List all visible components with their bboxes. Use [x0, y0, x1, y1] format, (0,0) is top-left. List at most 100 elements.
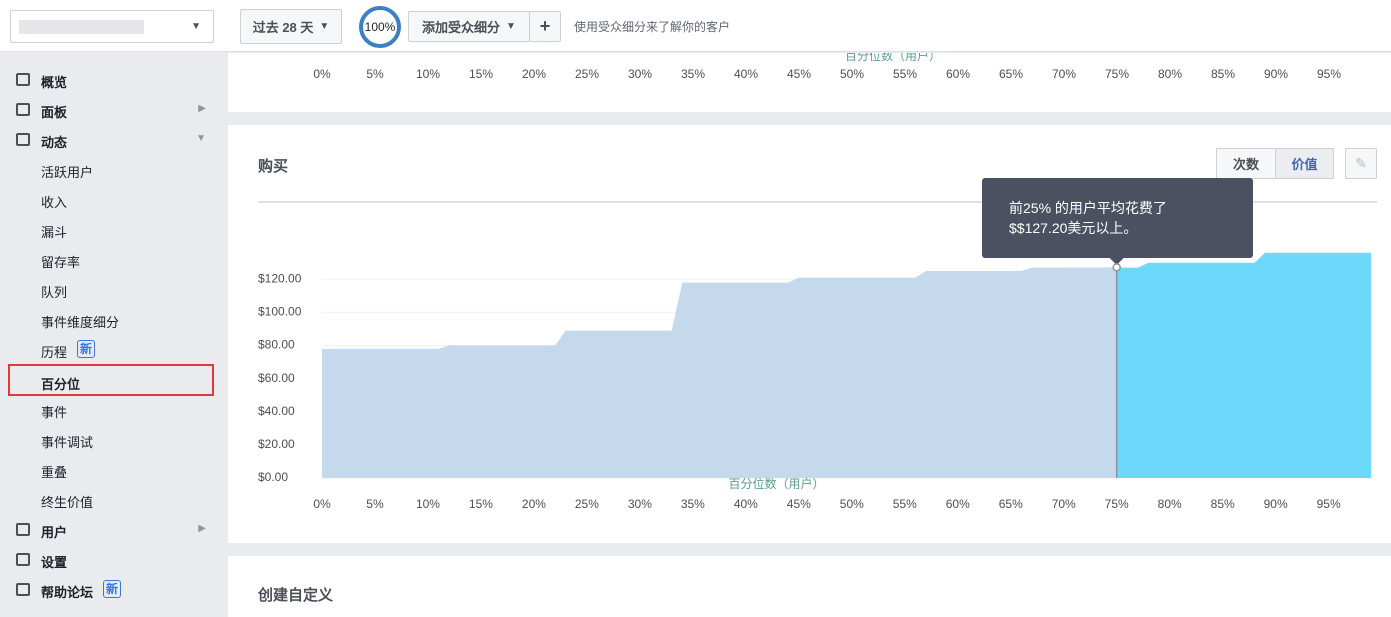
nav-label: 动态 [41, 135, 68, 150]
x-tick-label: 70% [1051, 67, 1077, 81]
nav-label: 事件维度细分 [41, 315, 120, 330]
nav-label: 重叠 [41, 465, 68, 480]
nav-icon [16, 133, 30, 146]
x-tick-label: 60% [946, 497, 970, 511]
x-tick-label: 25% [575, 497, 599, 511]
area-highlight [1116, 252, 1371, 478]
x-tick-label: 15% [468, 67, 494, 81]
nav-label: 百分位 [41, 377, 81, 392]
x-tick-label: 25% [574, 67, 600, 81]
x-tick-label: 55% [893, 497, 917, 511]
x-tick-label: 75% [1105, 497, 1129, 511]
blurred-name [19, 19, 144, 34]
y-tick-label: $100.00 [258, 305, 302, 319]
nav-item[interactable]: 事件调试 [8, 424, 214, 456]
nav-badge: 新 [77, 340, 96, 358]
chart: $0.00 $20.00 $40.00 $60.00 $80.00 $100.00 $120… [258, 201, 1377, 511]
caret: ▼ [191, 21, 201, 32]
add-label: 添加受众细分 [422, 20, 501, 35]
x-tick-label: 90% [1264, 497, 1288, 511]
area-base [322, 267, 1117, 478]
app-selector[interactable]: ▼ [10, 10, 214, 43]
add-segment[interactable]: 添加受众细分 ▼ [408, 11, 530, 42]
nav-item[interactable]: 动态 ▼ [8, 124, 214, 156]
y-tick-label: $20.00 [258, 437, 295, 451]
x-tick-label: 30% [627, 67, 653, 81]
x-tick-label: 95% [1317, 497, 1341, 511]
nav-label: 面板 [41, 105, 68, 120]
nav-label: 设置 [41, 555, 68, 570]
x-tick-label: 75% [1104, 67, 1130, 81]
x-tick-label: 65% [998, 67, 1024, 81]
bottom-title: 创建自定义 [258, 587, 334, 604]
nav-item[interactable]: 终生价值 [8, 484, 214, 516]
nav-icon [16, 553, 30, 566]
nav-label: 历程 [41, 345, 68, 360]
y-tick-label: $0.00 [258, 470, 288, 484]
x-tick-label: 40% [734, 497, 758, 511]
tooltip-line: 前25% 的用户平均花费了 [1009, 200, 1167, 216]
nav-item[interactable]: 事件维度细分 [8, 304, 214, 336]
x-axis-label: 百分位数（用户） [844, 53, 942, 63]
toggle-button[interactable]: 次数 [1216, 148, 1276, 179]
x-tick-label: 85% [1210, 67, 1236, 81]
sidebar: 概览 面板 ▶ 动态 ▼ 活跃用户 收入 漏斗 留存率 队列 事件维度细分 历程新百分位 事件 事件调试重… [0, 53, 228, 617]
pin-button[interactable]: ✎ [1345, 148, 1377, 179]
x-tick-label: 15% [469, 497, 493, 511]
x-tick-label: 60% [945, 67, 971, 81]
nav-item[interactable]: 面板 ▶ [8, 94, 214, 126]
nav-item[interactable]: 百分位 [8, 364, 214, 396]
nav-item[interactable]: 重叠 [8, 454, 214, 486]
bottom-panel [228, 556, 1391, 617]
x-tick-label: 50% [840, 497, 864, 511]
nav-label: 队列 [41, 285, 68, 300]
nav-label: 事件调试 [41, 435, 94, 450]
x-tick-label: 80% [1158, 497, 1182, 511]
nav-item[interactable]: 帮助论坛新 [8, 574, 214, 606]
nav-item[interactable]: 留存率 [8, 244, 214, 276]
percent-ring: 100% [359, 6, 401, 48]
x-tick-label: 5% [366, 67, 384, 81]
x-tick-label: 70% [1052, 497, 1076, 511]
x-tick-label: 80% [1157, 67, 1183, 81]
nav-arrow: ▶ [198, 103, 206, 114]
nav-item[interactable]: 概览 [8, 64, 214, 96]
x-tick-label: 85% [1211, 497, 1235, 511]
nav-item[interactable]: 历程新 [8, 334, 214, 366]
topbar [0, 0, 1391, 52]
x-tick-label: 35% [680, 67, 706, 81]
nav-label: 漏斗 [41, 225, 68, 240]
chart-title: 购买 [258, 158, 289, 175]
nav-item[interactable]: 漏斗 [8, 214, 214, 246]
x-axis-label: 百分位数（用户） [728, 476, 824, 491]
x-tick-label: 0% [313, 497, 331, 511]
date-range[interactable]: 过去 28 天 ▼ [240, 9, 342, 44]
nav-arrow: ▶ [198, 523, 206, 534]
y-tick-label: $80.00 [258, 338, 295, 352]
x-tick-label: 45% [786, 67, 812, 81]
x-tick-label: 20% [522, 497, 546, 511]
nav-arrow: ▼ [196, 133, 206, 144]
x-tick-label: 65% [999, 497, 1023, 511]
nav-item[interactable]: 收入 [8, 184, 214, 216]
nav-label: 终生价值 [41, 495, 94, 510]
toggle-group: 次数 价值 [1216, 148, 1334, 179]
nav-label: 留存率 [41, 255, 81, 270]
tooltip-pointer [1109, 258, 1124, 265]
x-tick-label: 90% [1263, 67, 1289, 81]
nav-label: 帮助论坛 [41, 585, 94, 600]
nav-item[interactable]: 队列 [8, 274, 214, 306]
nav-item[interactable]: 活跃用户 [8, 154, 214, 186]
nav-item[interactable]: 设置 [8, 544, 214, 576]
x-tick-label: 20% [521, 67, 547, 81]
x-tick-label: 0% [313, 67, 331, 81]
toggle-button[interactable]: 价值 [1276, 148, 1334, 179]
x-tick-label: 5% [366, 497, 384, 511]
y-tick-label: $40.00 [258, 404, 295, 418]
x-tick-label: 50% [839, 67, 865, 81]
tooltip: 前25% 的用户平均花费了 $$127.20美元以上。 [982, 178, 1253, 258]
plus-button[interactable]: + [529, 11, 561, 42]
nav-item[interactable]: 事件 [8, 394, 214, 426]
nav-item[interactable]: 用户 ▶ [8, 514, 214, 546]
